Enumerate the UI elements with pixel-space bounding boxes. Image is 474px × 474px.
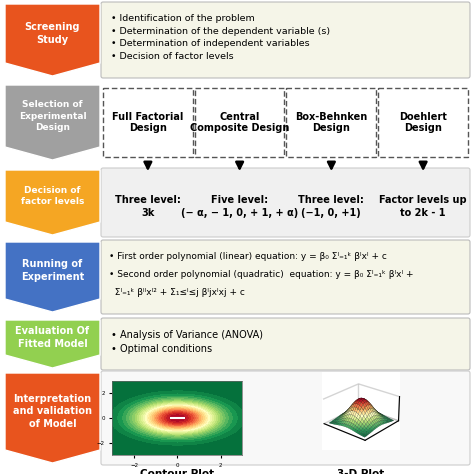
Polygon shape: [5, 170, 100, 235]
FancyBboxPatch shape: [101, 168, 470, 237]
Bar: [378, 88, 468, 157]
FancyBboxPatch shape: [101, 371, 470, 465]
Text: Factor levels up
to 2k - 1: Factor levels up to 2k - 1: [379, 195, 467, 218]
Text: 3-D Plot: 3-D Plot: [337, 469, 384, 474]
Polygon shape: [5, 242, 100, 312]
Polygon shape: [5, 320, 100, 368]
Text: • First order polynomial (linear) equation: y = β₀ Σᴵ₌₁ᵏ βᴵxᴵ + c: • First order polynomial (linear) equati…: [109, 252, 387, 261]
Text: Evaluation Of
Fitted Model: Evaluation Of Fitted Model: [16, 326, 90, 349]
Polygon shape: [5, 373, 100, 463]
Text: Decision of
factor levels: Decision of factor levels: [21, 186, 84, 206]
Text: • Second order polynomial (quadratic)  equation: y = β₀ Σᴵ₌₁ᵏ βᴵxᴵ +: • Second order polynomial (quadratic) eq…: [109, 270, 413, 279]
Text: Σᴵ₌₁ᵏ βᴵᴵxᴵ² + Σ₁≤ᴵ≤j βᴵjxᴵxj + c: Σᴵ₌₁ᵏ βᴵᴵxᴵ² + Σ₁≤ᴵ≤j βᴵjxᴵxj + c: [109, 288, 245, 297]
Text: Running of
Experiment: Running of Experiment: [21, 259, 84, 282]
Text: Contour Plot: Contour Plot: [140, 469, 215, 474]
FancyBboxPatch shape: [101, 240, 470, 314]
Text: Doehlert
Design: Doehlert Design: [399, 112, 447, 133]
Text: Screening
Study: Screening Study: [25, 22, 80, 45]
Bar: [286, 88, 376, 157]
Text: • Identification of the problem
• Determination of the dependent variable (s)
• : • Identification of the problem • Determ…: [111, 14, 330, 61]
Text: Selection of
Experimental
Design: Selection of Experimental Design: [18, 100, 86, 132]
Bar: [103, 88, 193, 157]
Polygon shape: [5, 4, 100, 76]
FancyBboxPatch shape: [101, 318, 470, 370]
Text: Interpretation
and validation
of Model: Interpretation and validation of Model: [13, 394, 92, 429]
Text: • Analysis of Variance (ANOVA)
• Optimal conditions: • Analysis of Variance (ANOVA) • Optimal…: [111, 330, 263, 354]
Text: Three level:
(−1, 0, +1): Three level: (−1, 0, +1): [299, 195, 365, 218]
Bar: [195, 88, 284, 157]
Text: Box-Behnken
Design: Box-Behnken Design: [295, 112, 367, 133]
Text: Full Factorial
Design: Full Factorial Design: [112, 112, 183, 133]
FancyBboxPatch shape: [101, 2, 470, 78]
Text: Central
Composite Design: Central Composite Design: [190, 112, 289, 133]
Text: Three level:
3k: Three level: 3k: [115, 195, 181, 218]
Polygon shape: [5, 85, 100, 160]
Text: Five level:
(− α, − 1, 0, + 1, + α): Five level: (− α, − 1, 0, + 1, + α): [181, 195, 298, 218]
